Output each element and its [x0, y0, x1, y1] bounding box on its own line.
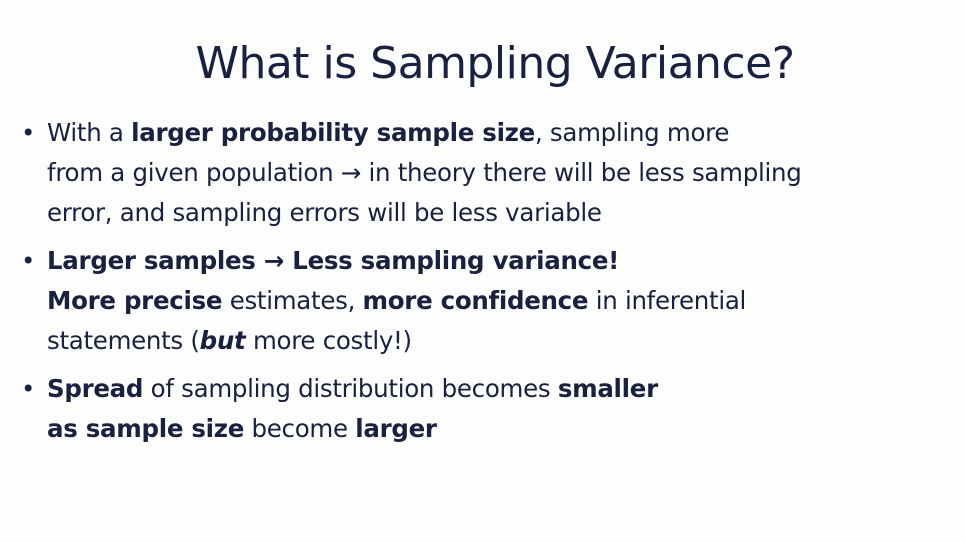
text-segment: estimates, [222, 286, 363, 315]
text-segment-bold: More precise [47, 286, 223, 315]
text-segment: , sampling more [534, 118, 730, 147]
bullet-dot-icon: • [21, 247, 35, 275]
text-segment: With a [47, 118, 132, 147]
bullet-item-larger-samples: • Larger samples → Less sampling varianc… [18, 241, 953, 361]
slide-title: What is Sampling Variance? [195, 38, 795, 89]
text-segment-bold: larger [355, 414, 437, 443]
bullet-line: Spread of sampling distribution becomes … [47, 369, 953, 409]
text-segment-bold: as sample size [47, 414, 245, 443]
bullet-line: statements (but more costly!) [47, 321, 953, 361]
bullet-line: More precise estimates, more confidence … [47, 281, 953, 321]
text-segment-bold: Spread [47, 374, 144, 403]
text-segment: of sampling distribution becomes [143, 374, 558, 403]
text-segment-bold: larger probability sample size [131, 118, 535, 147]
text-segment: from a given population → in theory ther… [47, 158, 802, 187]
bullet-item-sample-size: • With a larger probability sample size,… [18, 113, 953, 233]
bullet-dot-icon: • [21, 375, 35, 403]
text-segment-bold: more confidence [362, 286, 589, 315]
text-segment: become [244, 414, 356, 443]
bullet-line: as sample size become larger [47, 409, 953, 449]
text-segment: more costly!) [245, 326, 412, 355]
bullet-line: Larger samples → Less sampling variance! [47, 241, 953, 281]
text-segment-bold: smaller [557, 374, 658, 403]
text-segment-bold-italic: but [199, 326, 246, 355]
bullet-line: from a given population → in theory ther… [47, 153, 953, 193]
bullet-line: With a larger probability sample size, s… [47, 113, 953, 153]
bullet-list: • With a larger probability sample size,… [18, 113, 953, 449]
text-segment: error, and sampling errors will be less … [47, 198, 602, 227]
bullet-item-spread: • Spread of sampling distribution become… [18, 369, 953, 449]
text-segment: statements ( [47, 326, 200, 355]
bullet-dot-icon: • [21, 119, 35, 147]
text-segment: in inferential [588, 286, 747, 315]
bullet-line: error, and sampling errors will be less … [47, 193, 953, 233]
text-segment-bold: Larger samples → Less sampling variance! [47, 246, 620, 275]
